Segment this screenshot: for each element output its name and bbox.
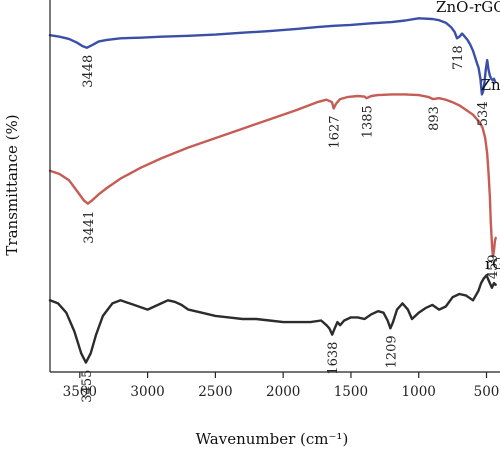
- x-tick-label-2000: 2000: [266, 384, 300, 400]
- series-line-zno-rgo: [48, 17, 497, 96]
- peak-label-3455: 3455: [80, 370, 95, 403]
- series-label-zno-rgo: ZnO-rGO: [436, 0, 500, 16]
- peak-label-3448: 3448: [81, 55, 96, 88]
- peak-label-1638: 1638: [326, 342, 341, 375]
- peak-label-1209: 1209: [384, 335, 399, 368]
- peak-label-1627: 1627: [328, 116, 343, 149]
- peak-label-534: 534: [476, 101, 491, 126]
- peak-label-718: 718: [451, 45, 466, 70]
- x-tick-label-500: 500: [474, 384, 500, 400]
- peak-label-893: 893: [427, 106, 442, 131]
- peak-label-1385: 1385: [361, 105, 376, 138]
- series-layer: [48, 17, 497, 364]
- series-line-rgo: [48, 274, 497, 364]
- x-tick-label-1000: 1000: [402, 384, 436, 400]
- y-axis-title: Transmittance (%): [3, 114, 21, 255]
- series-label-rgo: rGO: [485, 255, 500, 273]
- peak-label-459: 459: [486, 254, 500, 279]
- series-label-zno: ZnO: [481, 76, 500, 94]
- x-tick-label-3500: 3500: [63, 384, 97, 400]
- x-tick-label-1500: 1500: [334, 384, 368, 400]
- axis-layer: 3500 3000 2500 2000 1500 1000 500: [49, 0, 500, 400]
- x-axis-title: Wavenumber (cm⁻¹): [196, 430, 349, 448]
- label-layer: 3448 718 534 3441 1627 1385 893 459 3455 1638 1209…: [80, 0, 500, 403]
- series-line-zno: [48, 93, 497, 258]
- peak-label-3441: 3441: [82, 211, 97, 244]
- x-tick-label-2500: 2500: [198, 384, 232, 400]
- x-tick-label-3000: 3000: [130, 384, 164, 400]
